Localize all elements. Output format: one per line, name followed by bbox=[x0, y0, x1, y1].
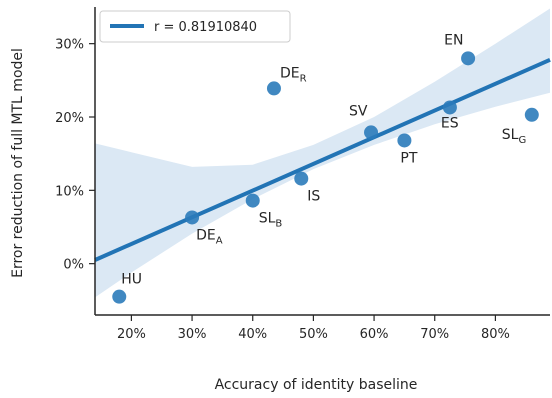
data-points-layer bbox=[112, 51, 539, 304]
point-label-sv: SV bbox=[349, 103, 368, 119]
point-label-de-r: DER bbox=[280, 65, 307, 84]
regression-line bbox=[94, 57, 551, 262]
point-label-is: IS bbox=[307, 189, 320, 205]
point-label-es: ES bbox=[441, 115, 459, 131]
y-tick-label: 20% bbox=[55, 111, 84, 126]
data-point-sl-b bbox=[245, 193, 260, 208]
y-tick-label: 0% bbox=[63, 258, 84, 273]
x-axis-title: Accuracy of identity baseline bbox=[215, 377, 418, 393]
x-tick-label: 20% bbox=[117, 327, 146, 342]
legend: r = 0.81910840 bbox=[99, 10, 291, 43]
data-point-es bbox=[442, 100, 457, 115]
legend-box bbox=[99, 10, 291, 43]
y-tick-label: 10% bbox=[55, 184, 84, 199]
point-label-pt: PT bbox=[400, 150, 417, 166]
data-point-sv bbox=[364, 125, 379, 140]
x-tick-label: 70% bbox=[420, 327, 449, 342]
y-tick-label: 30% bbox=[55, 38, 84, 53]
legend-label: r = 0.81910840 bbox=[154, 20, 257, 35]
point-label-sl-b: SLB bbox=[259, 211, 283, 230]
confidence-band-layer bbox=[95, 8, 550, 298]
data-point-de-a bbox=[185, 210, 200, 225]
point-labels-layer: HU DEA SLB IS DER SV PT ES EN SLG bbox=[121, 32, 526, 287]
x-tick-label: 40% bbox=[238, 327, 267, 342]
data-point-hu bbox=[112, 289, 127, 304]
data-point-en bbox=[461, 51, 476, 66]
point-label-de-a: DEA bbox=[196, 227, 223, 246]
data-point-sl-g bbox=[524, 107, 539, 122]
x-tick-label: 60% bbox=[360, 327, 389, 342]
point-label-en: EN bbox=[444, 32, 463, 48]
point-label-hu: HU bbox=[121, 272, 142, 288]
data-point-pt bbox=[397, 133, 412, 148]
x-tick-label: 80% bbox=[481, 327, 510, 342]
x-tick-label: 30% bbox=[178, 327, 207, 342]
point-label-sl-g: SLG bbox=[502, 127, 526, 146]
regression-line-layer bbox=[94, 57, 551, 262]
data-point-de-r bbox=[266, 81, 281, 96]
y-axis-title: Error reduction of full MTL model bbox=[10, 48, 26, 278]
x-tick-label: 50% bbox=[299, 327, 328, 342]
ticks-layer: 20% 30% 40% 50% 60% 70% 80% 0% 10% 20% 30% bbox=[55, 38, 510, 342]
data-point-is bbox=[294, 171, 309, 186]
confidence-band bbox=[95, 8, 550, 298]
